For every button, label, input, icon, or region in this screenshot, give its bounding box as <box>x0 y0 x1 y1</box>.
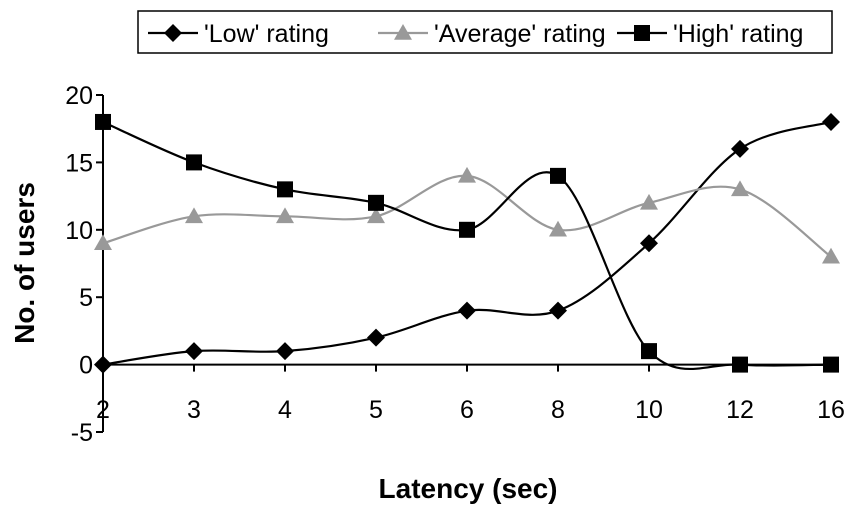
data-point-average-rating <box>731 180 749 197</box>
legend-label: 'Low' rating <box>204 20 329 48</box>
data-point-average-rating <box>640 193 658 210</box>
legend-marker-high-rating <box>634 25 650 41</box>
series-line-average-rating <box>102 174 832 258</box>
series-low-rating <box>94 112 840 374</box>
series-line-low-rating <box>102 120 832 366</box>
data-point-low-rating <box>640 234 658 253</box>
x-tick-label: 4 <box>278 396 292 424</box>
data-point-high-rating <box>277 181 293 198</box>
x-tick-label: 3 <box>187 396 201 424</box>
y-tick-label: 20 <box>65 82 93 110</box>
x-tick-label: 10 <box>635 396 663 424</box>
data-point-high-rating <box>732 356 748 373</box>
legend-entry-low-rating: 'Low' rating <box>148 20 329 48</box>
legend-label: 'High' rating <box>673 20 803 48</box>
data-point-high-rating <box>823 356 839 373</box>
y-tick-label: -5 <box>71 419 93 447</box>
x-tick-label: 2 <box>96 396 110 424</box>
x-axis-title: Latency (sec) <box>379 473 558 504</box>
data-point-low-rating <box>367 328 385 347</box>
y-tick-label: 10 <box>65 217 93 245</box>
data-point-high-rating <box>95 113 111 130</box>
data-point-high-rating <box>459 221 475 238</box>
legend: 'Low' rating 'Average' rating 'High' ratin… <box>137 10 833 54</box>
data-point-high-rating <box>186 154 202 171</box>
x-tick-label: 5 <box>369 396 383 424</box>
series-average-rating <box>94 166 840 264</box>
x-tick-label: 6 <box>460 396 474 424</box>
data-point-average-rating <box>276 207 294 224</box>
data-point-high-rating <box>641 343 657 360</box>
x-tick-label: 16 <box>817 396 845 424</box>
legend-label: 'Average' rating <box>434 20 606 48</box>
data-point-low-rating <box>822 112 840 131</box>
y-tick-label: 5 <box>79 284 93 312</box>
data-point-low-rating <box>549 301 567 320</box>
data-point-low-rating <box>94 355 112 374</box>
legend-box <box>137 10 833 54</box>
data-point-average-rating <box>458 166 476 183</box>
y-axis-title: No. of users <box>9 182 40 344</box>
data-point-low-rating <box>731 139 749 158</box>
x-tick-label: 8 <box>551 396 565 424</box>
data-point-low-rating <box>185 342 203 361</box>
data-point-high-rating <box>368 194 384 211</box>
data-point-average-rating <box>185 207 203 224</box>
legend-entry-average-rating: 'Average' rating <box>378 20 606 48</box>
y-tick-label: 0 <box>79 352 93 380</box>
data-point-high-rating <box>550 167 566 184</box>
data-point-low-rating <box>276 342 294 361</box>
legend-entry-high-rating: 'High' rating <box>617 20 803 48</box>
x-tick-label: 12 <box>726 396 754 424</box>
data-point-low-rating <box>458 301 476 320</box>
legend-marker-low-rating <box>164 24 182 42</box>
data-point-average-rating <box>549 220 567 237</box>
y-tick-label: 15 <box>65 149 93 177</box>
series-high-rating <box>95 113 839 373</box>
data-point-average-rating <box>822 247 840 264</box>
series-layer <box>94 112 840 374</box>
data-point-average-rating <box>94 234 112 251</box>
series-line-high-rating <box>102 120 832 371</box>
data-point-average-rating <box>367 207 385 224</box>
legend-marker-average-rating <box>394 24 412 40</box>
axes: -5 0 5 10 15 20 2 3 4 5 6 8 10 12 16 <box>65 82 845 447</box>
